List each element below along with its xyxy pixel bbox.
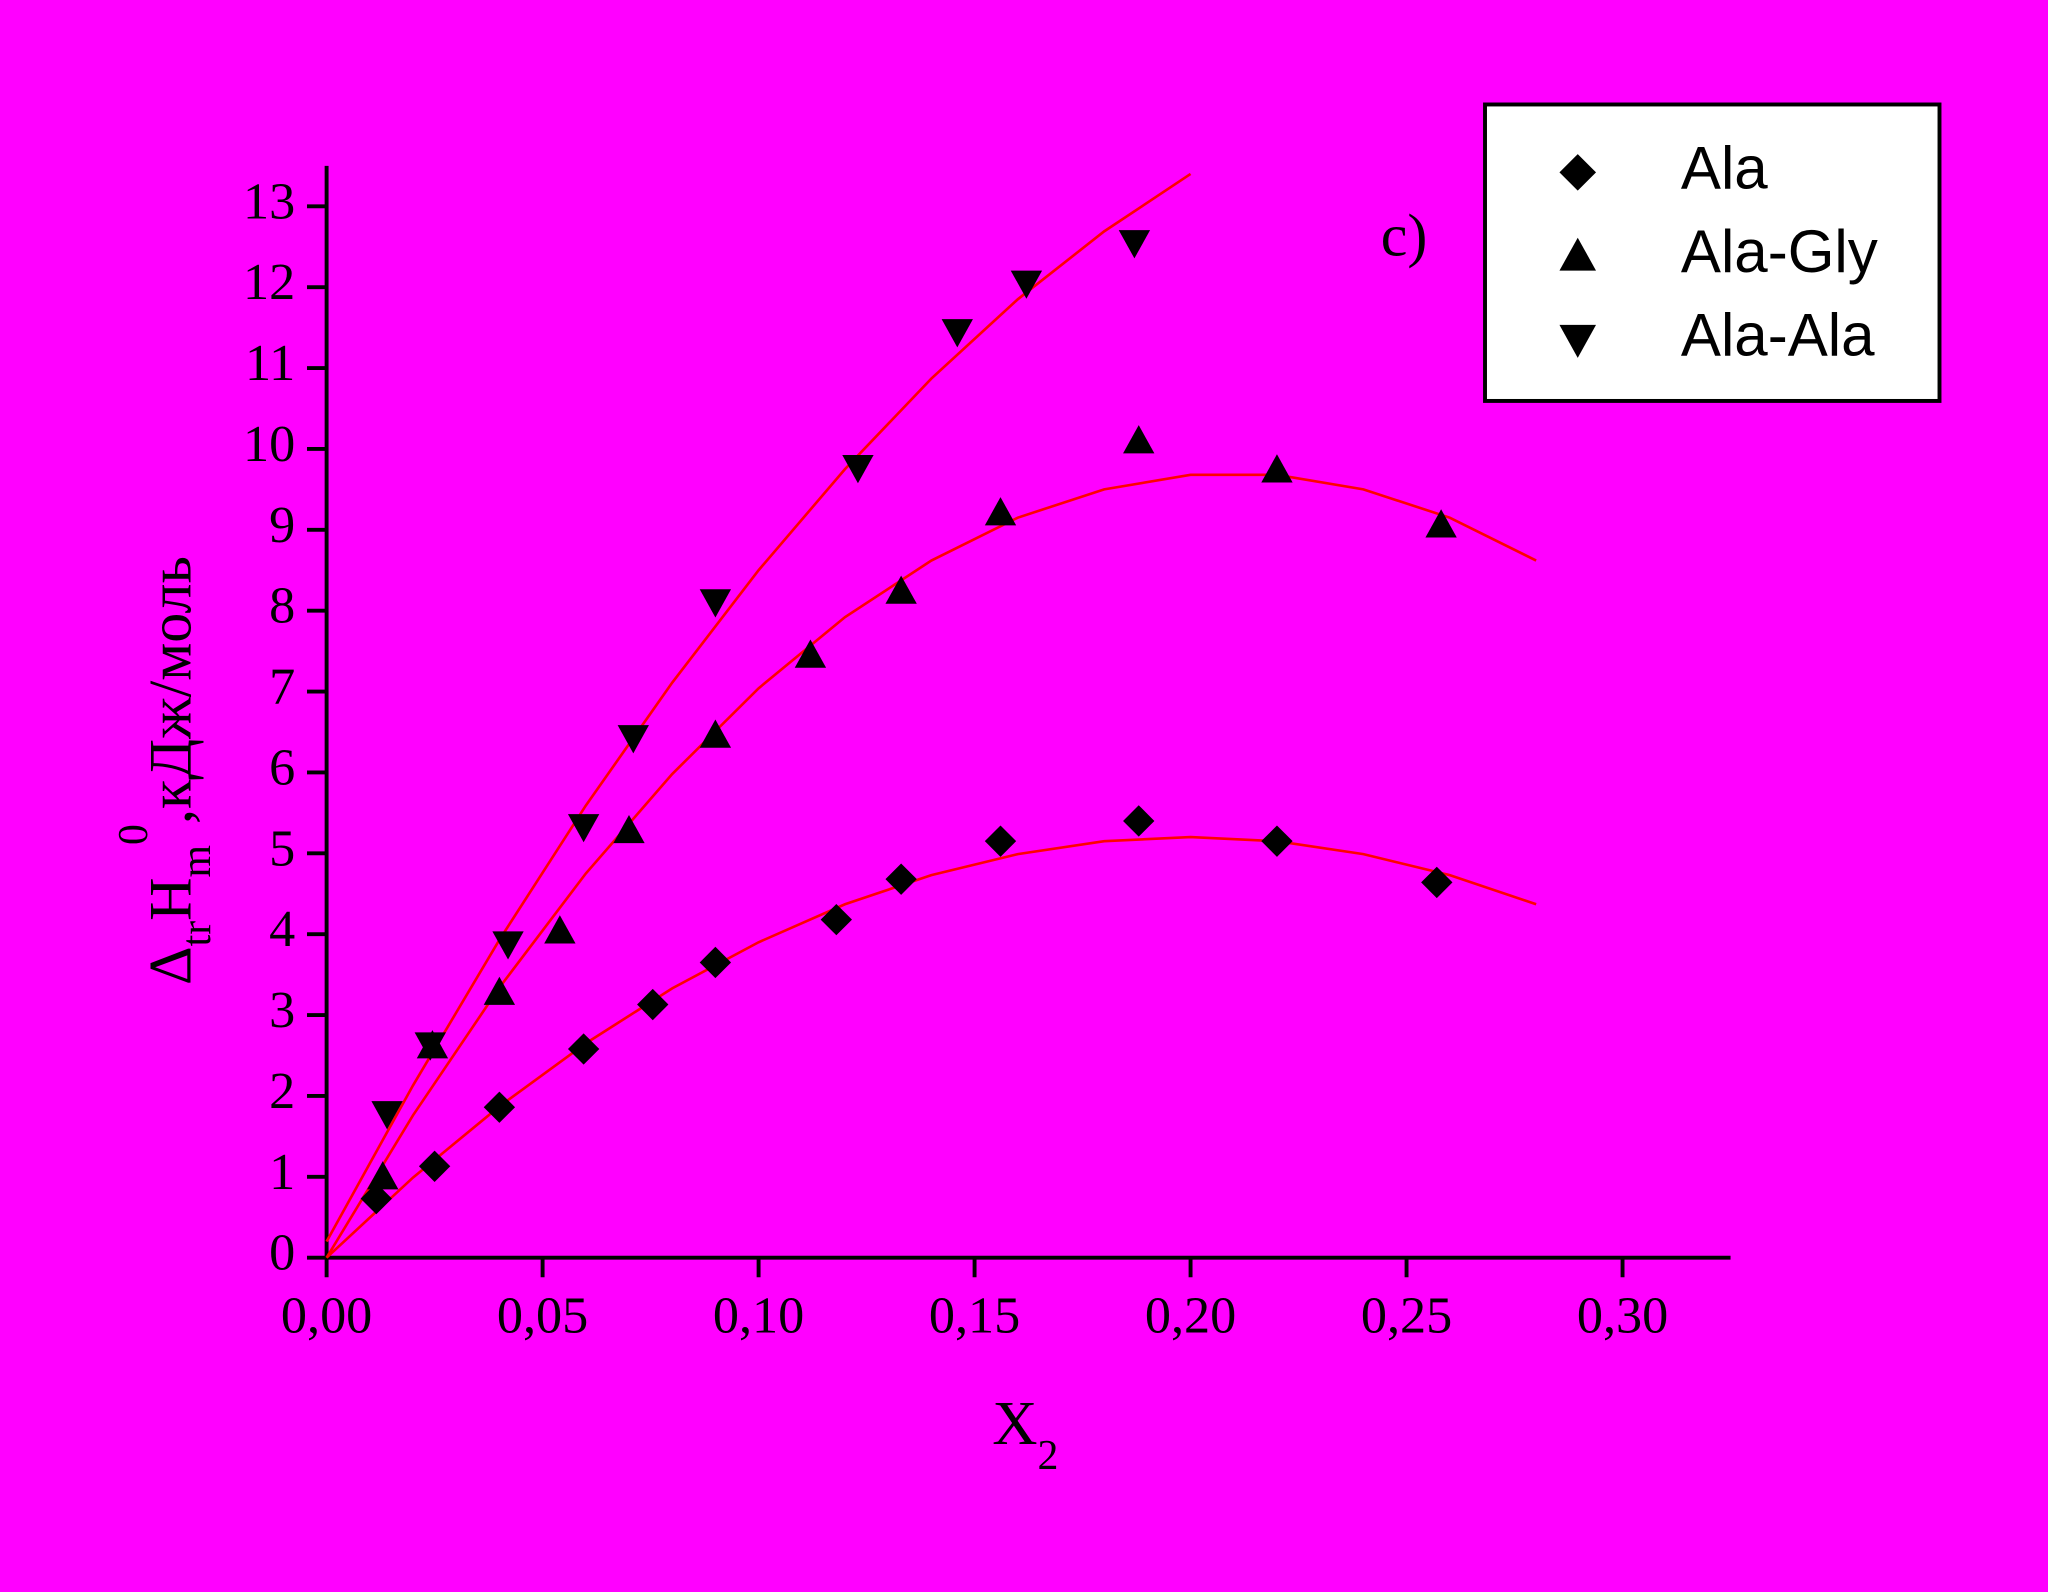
- point: [492, 931, 524, 960]
- x-tick-label: 0,05: [497, 1286, 588, 1344]
- point: [699, 589, 732, 618]
- point: [842, 454, 874, 484]
- y-tick-label: 11: [245, 334, 295, 392]
- point: [1261, 825, 1293, 857]
- y-tick-label: 12: [243, 253, 295, 311]
- point: [1123, 805, 1155, 837]
- y-label-sub2: m: [174, 845, 220, 878]
- legend-marker: [1559, 324, 1597, 358]
- y-tick-label: 6: [269, 738, 295, 796]
- point: [820, 903, 853, 936]
- point: [414, 1032, 446, 1061]
- point: [371, 1101, 403, 1130]
- y-label-symbol: H: [136, 877, 203, 920]
- point: [941, 319, 973, 348]
- point: [885, 575, 917, 604]
- point: [360, 1182, 392, 1215]
- point: [1425, 509, 1457, 538]
- legend-box: [1483, 102, 1942, 403]
- point: [794, 639, 827, 668]
- point: [418, 1150, 451, 1182]
- point: [1118, 230, 1151, 259]
- y-tick-label: 4: [269, 900, 295, 958]
- legend-marker: [1559, 237, 1597, 271]
- point: [567, 1033, 600, 1065]
- x-tick-label: 0,15: [929, 1286, 1020, 1344]
- y-tick-label: 0: [269, 1224, 295, 1282]
- point: [1421, 866, 1453, 899]
- y-tick-label: 7: [269, 658, 295, 716]
- y-tick-label: 5: [269, 819, 295, 877]
- point: [367, 1161, 399, 1190]
- y-tick-label: 9: [269, 496, 295, 554]
- x-axis-label: X2: [992, 1388, 1058, 1478]
- point: [483, 976, 516, 1005]
- point: [984, 825, 1017, 857]
- y-label-sup: 0: [111, 824, 157, 845]
- y-tick-label: 3: [269, 981, 295, 1039]
- y-label-delta: Δ: [136, 946, 203, 985]
- y-label-sub1: tr: [174, 921, 220, 947]
- y-tick-label: 8: [269, 577, 295, 635]
- point: [1261, 454, 1293, 483]
- x-tick-label: 0,20: [1145, 1286, 1236, 1344]
- point: [613, 814, 645, 844]
- annotation: c): [1381, 201, 1428, 268]
- legend-label: Ala-Ala: [1681, 301, 1875, 368]
- legend-label: Ala: [1681, 134, 1768, 201]
- legend-label: Ala-Gly: [1681, 218, 1878, 285]
- fit-curve: [325, 835, 1537, 1259]
- point: [699, 719, 732, 748]
- point: [885, 863, 917, 895]
- point: [1123, 425, 1155, 454]
- fit-curve: [325, 172, 1192, 1243]
- x-tick-label: 0,30: [1577, 1286, 1668, 1344]
- y-tick-label: 13: [243, 172, 295, 230]
- y-axis-label: ΔtrHm0,кДж/моль: [111, 556, 220, 985]
- point: [483, 1091, 516, 1123]
- y-tick-label: 1: [269, 1143, 295, 1201]
- point: [567, 814, 600, 843]
- point: [637, 988, 669, 1021]
- x-tick-label: 0,10: [713, 1286, 804, 1344]
- point: [1010, 270, 1043, 299]
- x-tick-label: 0,25: [1361, 1286, 1452, 1344]
- x-label-sub: 2: [1037, 1432, 1058, 1478]
- y-label-unit: ,кДж/моль: [136, 556, 203, 824]
- legend-marker: [1559, 154, 1597, 191]
- y-tick-label: 10: [243, 415, 295, 473]
- point: [699, 946, 732, 979]
- x-tick-label: 0,00: [281, 1286, 372, 1344]
- x-label-main: X: [992, 1388, 1037, 1458]
- point: [617, 725, 649, 754]
- fit-curve: [325, 473, 1537, 1259]
- point: [984, 497, 1017, 526]
- y-tick-label: 2: [269, 1062, 295, 1120]
- point: [544, 915, 576, 944]
